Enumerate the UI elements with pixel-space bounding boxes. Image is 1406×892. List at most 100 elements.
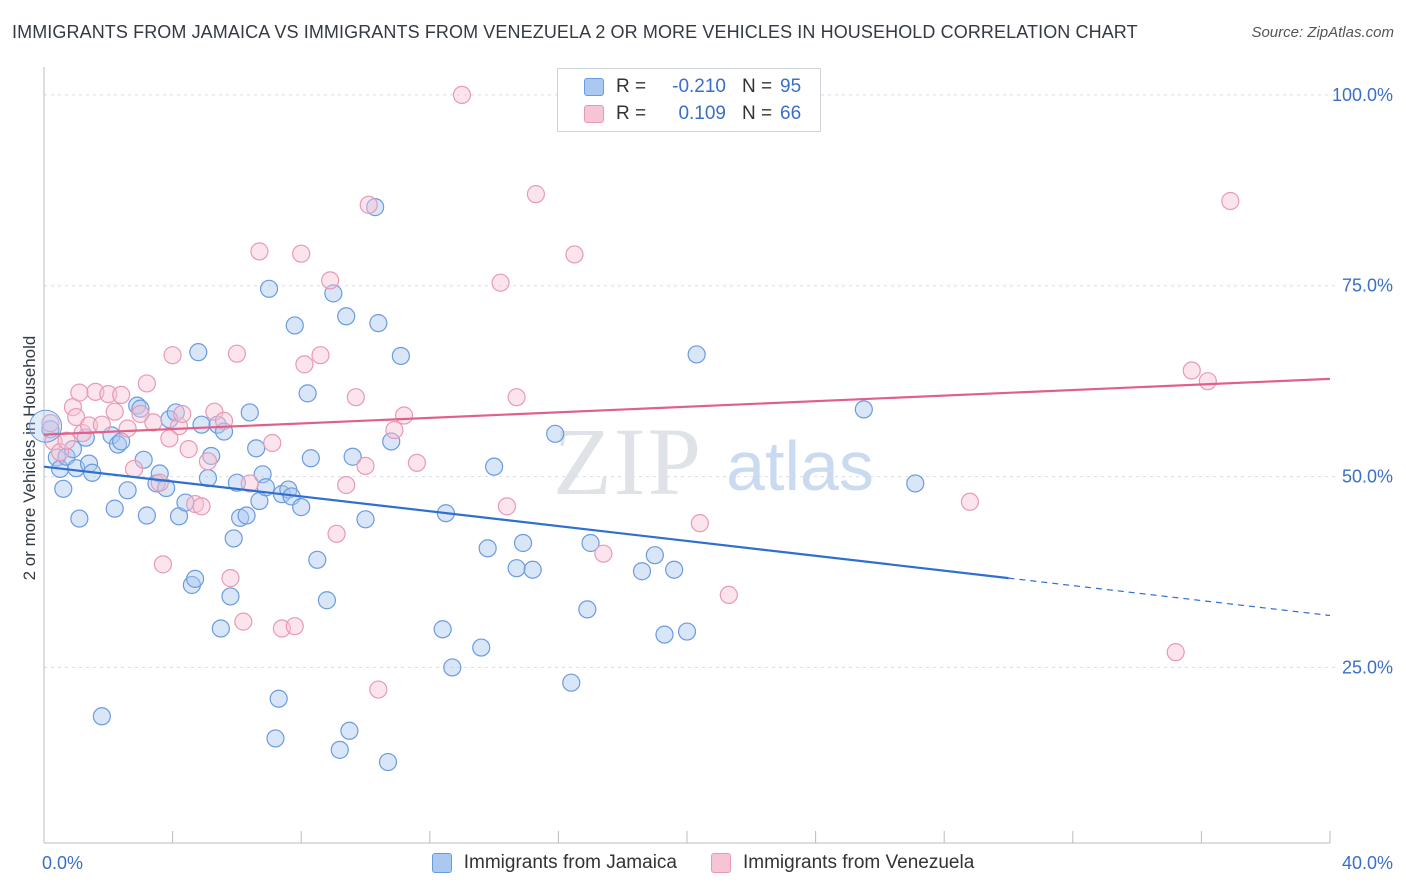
jamaica-point [632,562,652,581]
venezuela-point [105,402,124,421]
jamaica-point [131,399,150,418]
venezuela-point [385,420,404,440]
venezuela-trend-line [43,377,1331,436]
venezuela-point [295,355,314,374]
jamaica-point [391,346,410,366]
jamaica-point [677,622,697,641]
watermark-zip: ZIP [553,408,703,515]
jamaica-point [340,721,359,740]
jamaica-point [581,533,600,553]
jamaica-point [655,625,674,644]
venezuela-point [163,346,182,365]
jamaica-point [108,435,128,454]
jamaica-point [513,533,533,553]
x-tick-label: 40.0% [1342,853,1393,873]
r-label: R = [616,103,647,124]
jamaica-point [202,446,221,466]
jamaica-point [343,447,362,466]
venezuela-point [327,524,346,543]
venezuela-point [321,271,340,290]
chart-title: IMMIGRANTS FROM JAMAICA VS IMMIGRANTS FR… [12,22,1138,42]
legend-row-jamaica: R = -0.210 N = 95 [584,74,801,100]
venezuela-point [359,195,378,214]
venezuela-point [99,385,118,404]
jamaica-point [54,479,73,498]
venezuela-point [452,85,472,105]
jamaica-point [578,600,597,619]
jamaica-point [478,539,497,558]
venezuela-point [67,407,86,427]
jamaica-point [317,591,337,610]
jamaica-point [240,403,259,422]
legend-row-venezuela: R = 0.109 N = 66 [584,101,801,127]
axes [43,67,1331,844]
venezuela-point [337,475,356,495]
jamaica-point [134,450,153,469]
venezuela-point [124,459,144,479]
jamaica-point [546,424,565,443]
jamaica-swatch [584,78,604,96]
venezuela-legend-swatch [711,853,731,873]
x-tick-label: 0.0% [42,853,83,873]
venezuela-point [41,414,60,433]
jamaica-point [906,474,925,493]
venezuela-point [57,431,76,450]
jamaica-point [247,439,266,458]
jamaica-point [92,707,111,726]
jamaica-point [70,509,89,528]
legend-item-jamaica[interactable]: Immigrants from Jamaica [431,852,677,874]
venezuela-point [250,242,269,261]
n-label: N = [742,76,773,97]
venezuela-point [150,473,169,492]
venezuela-point [1182,361,1201,380]
jamaica-point [285,316,304,335]
venezuela-point [346,388,365,407]
jamaica-point [266,729,285,748]
jamaica-point [211,619,230,638]
venezuela-point [497,497,517,516]
venezuela-point [394,406,414,425]
venezuela-point [369,680,388,699]
jamaica-point [330,740,349,759]
venezuela-point [79,416,99,435]
venezuela-point [137,374,156,393]
venezuela-point [214,411,234,430]
jamaica-point [29,409,63,443]
venezuela-point [205,402,224,421]
jamaica-point [298,384,317,403]
watermark-atlas: atlas [726,427,874,505]
jamaica-point [687,345,706,364]
legend-item-venezuela[interactable]: Immigrants from Venezuela [711,852,974,874]
venezuela-point [153,555,173,574]
y-tick-label: 25.0% [1342,657,1393,677]
venezuela-r-value: 0.109 [678,103,726,124]
jamaica-point [523,560,542,579]
venezuela-point [92,415,111,434]
jamaica-point [378,752,398,772]
jamaica-point [118,481,137,500]
venezuela-point [144,413,163,432]
venezuela-point [960,492,980,511]
n-label: N = [742,103,773,124]
venezuela-point [112,385,131,405]
tick-labels: 25.0% 50.0% 75.0% 100.0% 0.0% 40.0% [42,85,1393,873]
jamaica-point [269,689,288,708]
jamaica-r-value: -0.210 [672,76,726,97]
r-label: R = [616,76,647,97]
jamaica-point [166,403,185,422]
jamaica-point [854,400,873,419]
venezuela-point [227,344,246,363]
venezuela-point [526,185,545,204]
venezuela-point [44,432,63,451]
venezuela-swatch [584,105,604,123]
jamaica-point [105,499,124,518]
series-legend: Immigrants from Jamaica Immigrants from … [0,852,1406,874]
jamaica-trend-line [43,465,1009,580]
venezuela-point [719,585,738,605]
jamaica-n-value: 95 [780,76,802,97]
stats-legend: R = -0.210 N = 95 R = 0.109 N = 66 [557,68,821,132]
venezuela-point [507,388,526,407]
gridlines [44,94,1338,668]
jamaica-point [665,560,684,579]
